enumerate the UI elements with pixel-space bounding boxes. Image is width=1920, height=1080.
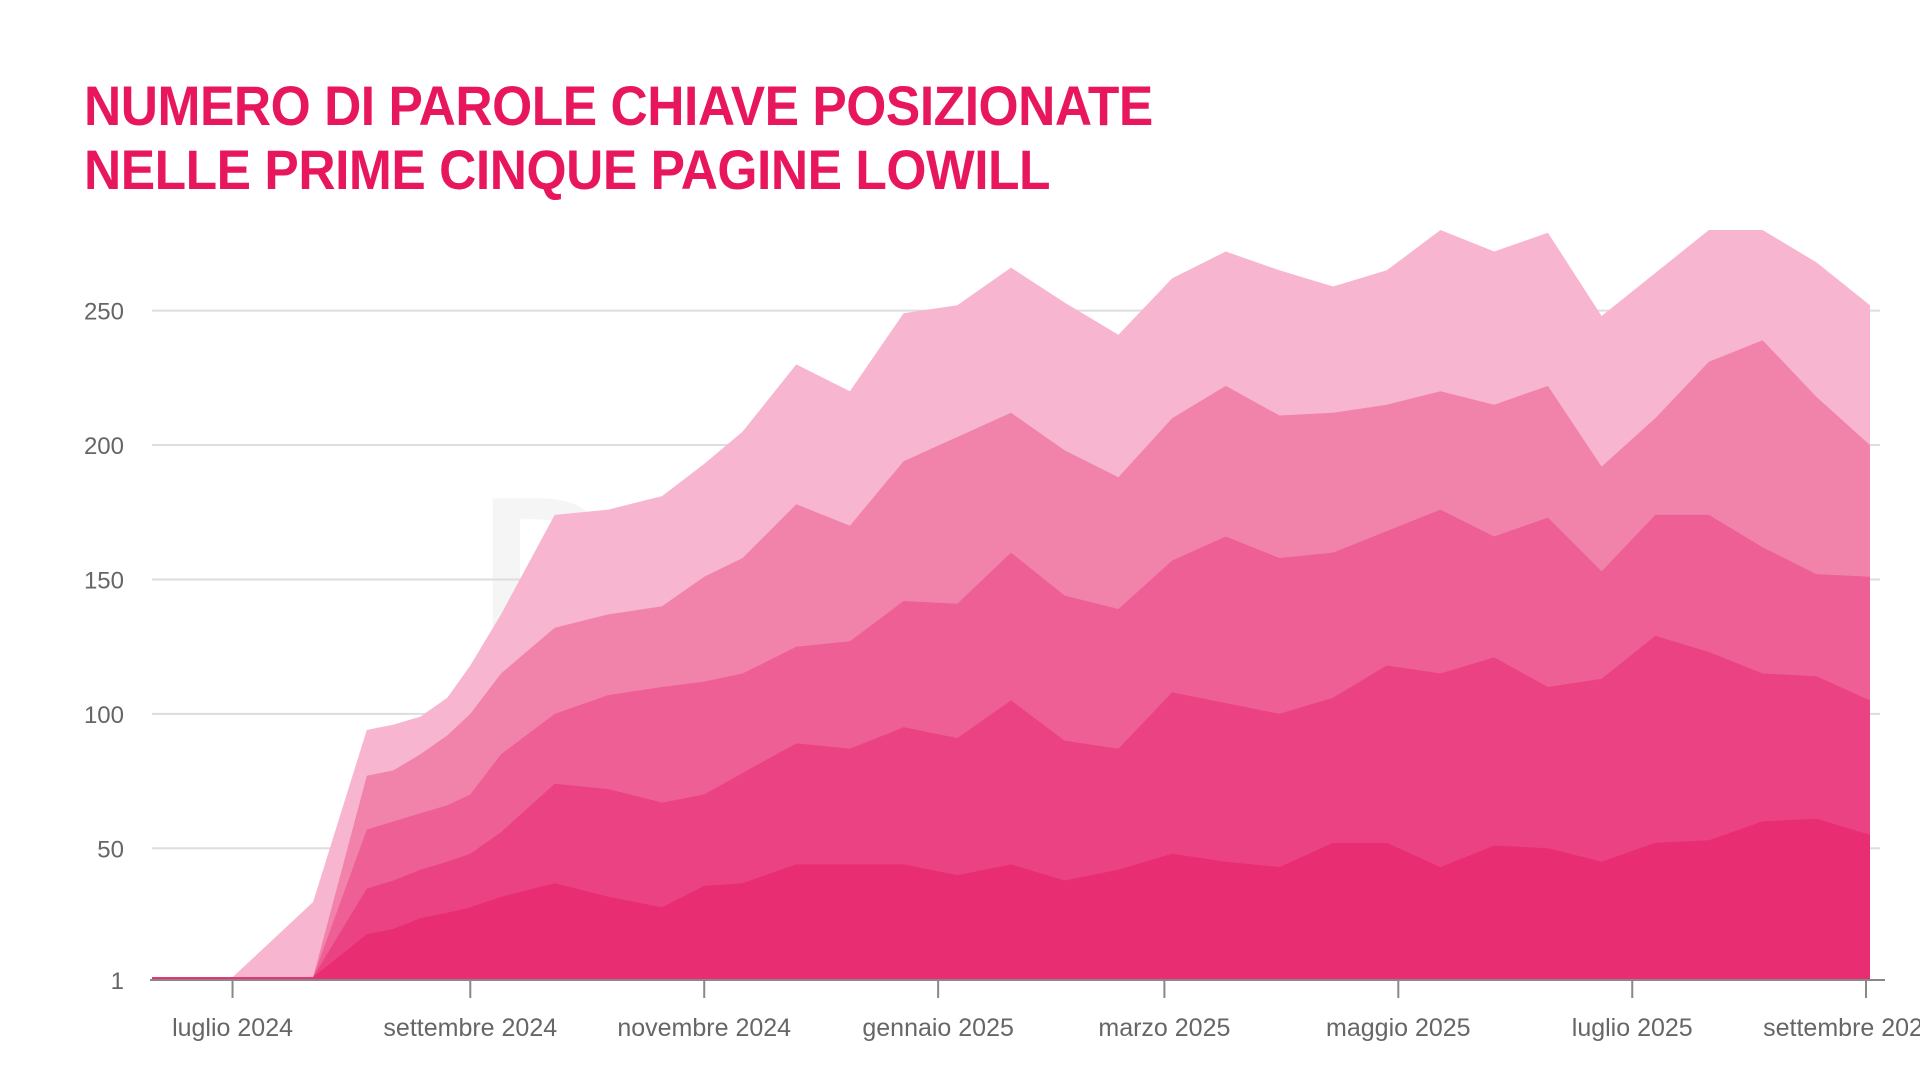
y-tick-label: 150 xyxy=(84,567,124,594)
y-tick-label: 50 xyxy=(97,836,124,863)
area-series-group xyxy=(152,230,1870,980)
y-tick-label: 1 xyxy=(111,968,124,995)
x-axis-tick-labels: luglio 2024 settembre 2024 novembre 2024 ge… xyxy=(172,1014,1920,1042)
x-tick-label: maggio 2025 xyxy=(1326,1014,1471,1042)
x-tick-label: novembre 2024 xyxy=(617,1014,791,1042)
x-tick-label: marzo 2025 xyxy=(1098,1014,1230,1042)
area-series-1 xyxy=(152,818,1870,980)
y-tick-label: 200 xyxy=(84,433,124,460)
x-axis xyxy=(150,979,1885,998)
x-tick-label: luglio 2025 xyxy=(1572,1014,1693,1042)
y-tick-label: 100 xyxy=(84,702,124,729)
x-tick-label: settembre 2024 xyxy=(383,1014,557,1042)
chart-title: NUMERO DI PAROLE CHIAVE POSIZIONATE NELL… xyxy=(84,74,1153,202)
x-tick-label: settembre 2025 xyxy=(1763,1014,1920,1042)
x-tick-label: gennaio 2025 xyxy=(862,1014,1014,1042)
chart-title-line-2: NELLE PRIME CINQUE PAGINE LOWILL xyxy=(84,138,1051,201)
x-tick-label: luglio 2024 xyxy=(172,1014,293,1042)
y-tick-label: 250 xyxy=(84,299,124,326)
chart-title-line-1: NUMERO DI PAROLE CHIAVE POSIZIONATE xyxy=(84,74,1153,137)
